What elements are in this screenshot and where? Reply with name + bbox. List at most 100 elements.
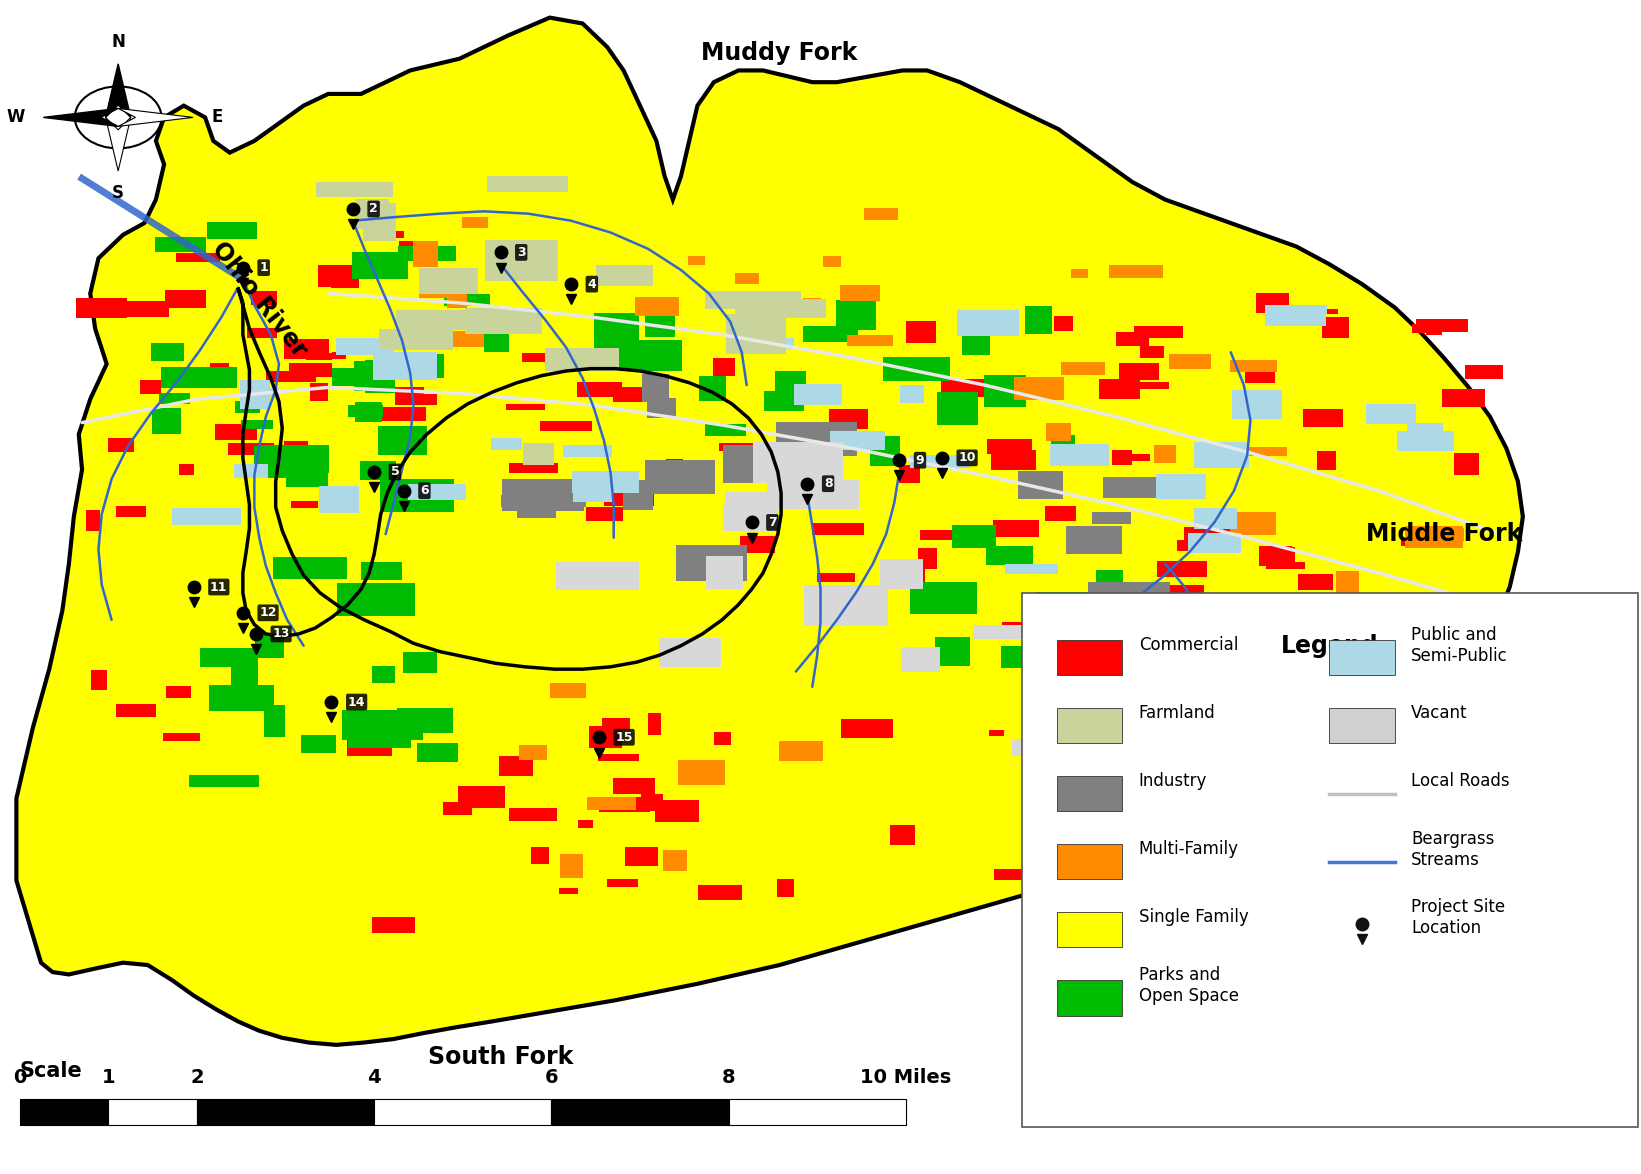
Bar [1303, 409, 1342, 427]
Text: Commercial: Commercial [1139, 636, 1239, 654]
Bar [1329, 708, 1395, 743]
Bar [533, 256, 553, 278]
Bar [156, 237, 205, 252]
Text: Single Family: Single Family [1139, 909, 1249, 926]
Bar [645, 316, 674, 337]
Bar [235, 402, 259, 413]
Bar [331, 266, 359, 288]
Bar [379, 230, 404, 238]
Text: S: S [112, 184, 125, 202]
Bar [837, 301, 876, 330]
Bar [1116, 332, 1149, 346]
Bar [522, 353, 548, 362]
Bar [210, 686, 274, 711]
Bar [1323, 317, 1349, 338]
Bar [602, 718, 630, 730]
Bar [200, 648, 256, 667]
Bar [1439, 528, 1464, 541]
Bar [804, 585, 888, 626]
Bar [310, 383, 328, 400]
Polygon shape [43, 108, 118, 127]
Bar [1329, 640, 1395, 675]
Bar [353, 360, 376, 391]
Bar [395, 310, 473, 330]
Bar [940, 378, 990, 398]
Bar [599, 755, 640, 762]
Bar [697, 885, 742, 900]
Bar [706, 556, 743, 588]
Text: Middle Fork: Middle Fork [1365, 522, 1523, 546]
Text: 4: 4 [368, 1068, 381, 1087]
Bar [235, 465, 267, 478]
Bar [642, 375, 670, 402]
Bar [922, 456, 939, 467]
Bar [189, 775, 259, 788]
Bar [1098, 824, 1149, 844]
Bar [445, 331, 484, 346]
Bar [614, 778, 655, 794]
Bar [1067, 526, 1122, 554]
Bar [259, 445, 330, 473]
Bar [1426, 607, 1479, 628]
Bar [1122, 687, 1149, 704]
Bar [197, 1099, 374, 1125]
Bar [573, 471, 638, 493]
Bar [318, 265, 354, 286]
Bar [1095, 736, 1109, 747]
Bar [20, 1099, 108, 1125]
Bar [1226, 825, 1242, 837]
Bar [1237, 706, 1275, 713]
Bar [991, 451, 1035, 470]
Bar [550, 683, 586, 699]
Bar [1310, 309, 1337, 315]
Bar [1165, 585, 1204, 595]
Bar [108, 1099, 197, 1125]
Bar [706, 291, 801, 309]
Bar [141, 380, 161, 394]
Bar [418, 290, 461, 298]
Bar [883, 357, 950, 382]
Bar [377, 406, 427, 421]
Bar [300, 735, 336, 753]
Bar [729, 1099, 906, 1125]
Bar [1099, 379, 1140, 399]
Bar [509, 808, 556, 821]
Bar [988, 439, 1032, 453]
Text: 8: 8 [824, 477, 832, 491]
Bar [92, 669, 107, 690]
Bar [1109, 264, 1163, 278]
Bar [359, 461, 395, 480]
Bar [381, 479, 455, 512]
Bar [1344, 669, 1359, 686]
Bar [286, 465, 328, 486]
Bar [284, 339, 328, 359]
Bar [540, 421, 592, 431]
Bar [461, 217, 487, 228]
Bar [1057, 776, 1122, 811]
Bar [486, 241, 558, 281]
Bar [458, 787, 505, 808]
Bar [1188, 533, 1241, 553]
Bar [1157, 474, 1206, 499]
Bar [1224, 765, 1272, 782]
Bar [645, 460, 715, 494]
Bar [172, 507, 241, 525]
Bar [251, 291, 277, 305]
Bar [1109, 769, 1140, 785]
Bar [1214, 733, 1246, 749]
Bar [364, 360, 395, 392]
Bar [517, 480, 556, 518]
Bar [802, 298, 820, 309]
Bar [1103, 478, 1193, 498]
Bar [1183, 527, 1221, 548]
Text: 5: 5 [391, 465, 399, 479]
Bar [1398, 711, 1444, 722]
Text: 12: 12 [259, 606, 277, 620]
Bar [241, 419, 272, 430]
Bar [962, 325, 990, 355]
Bar [604, 485, 653, 506]
Text: 6: 6 [545, 1068, 558, 1087]
Bar [1026, 755, 1078, 763]
Bar [678, 760, 725, 785]
Bar [1168, 353, 1211, 369]
